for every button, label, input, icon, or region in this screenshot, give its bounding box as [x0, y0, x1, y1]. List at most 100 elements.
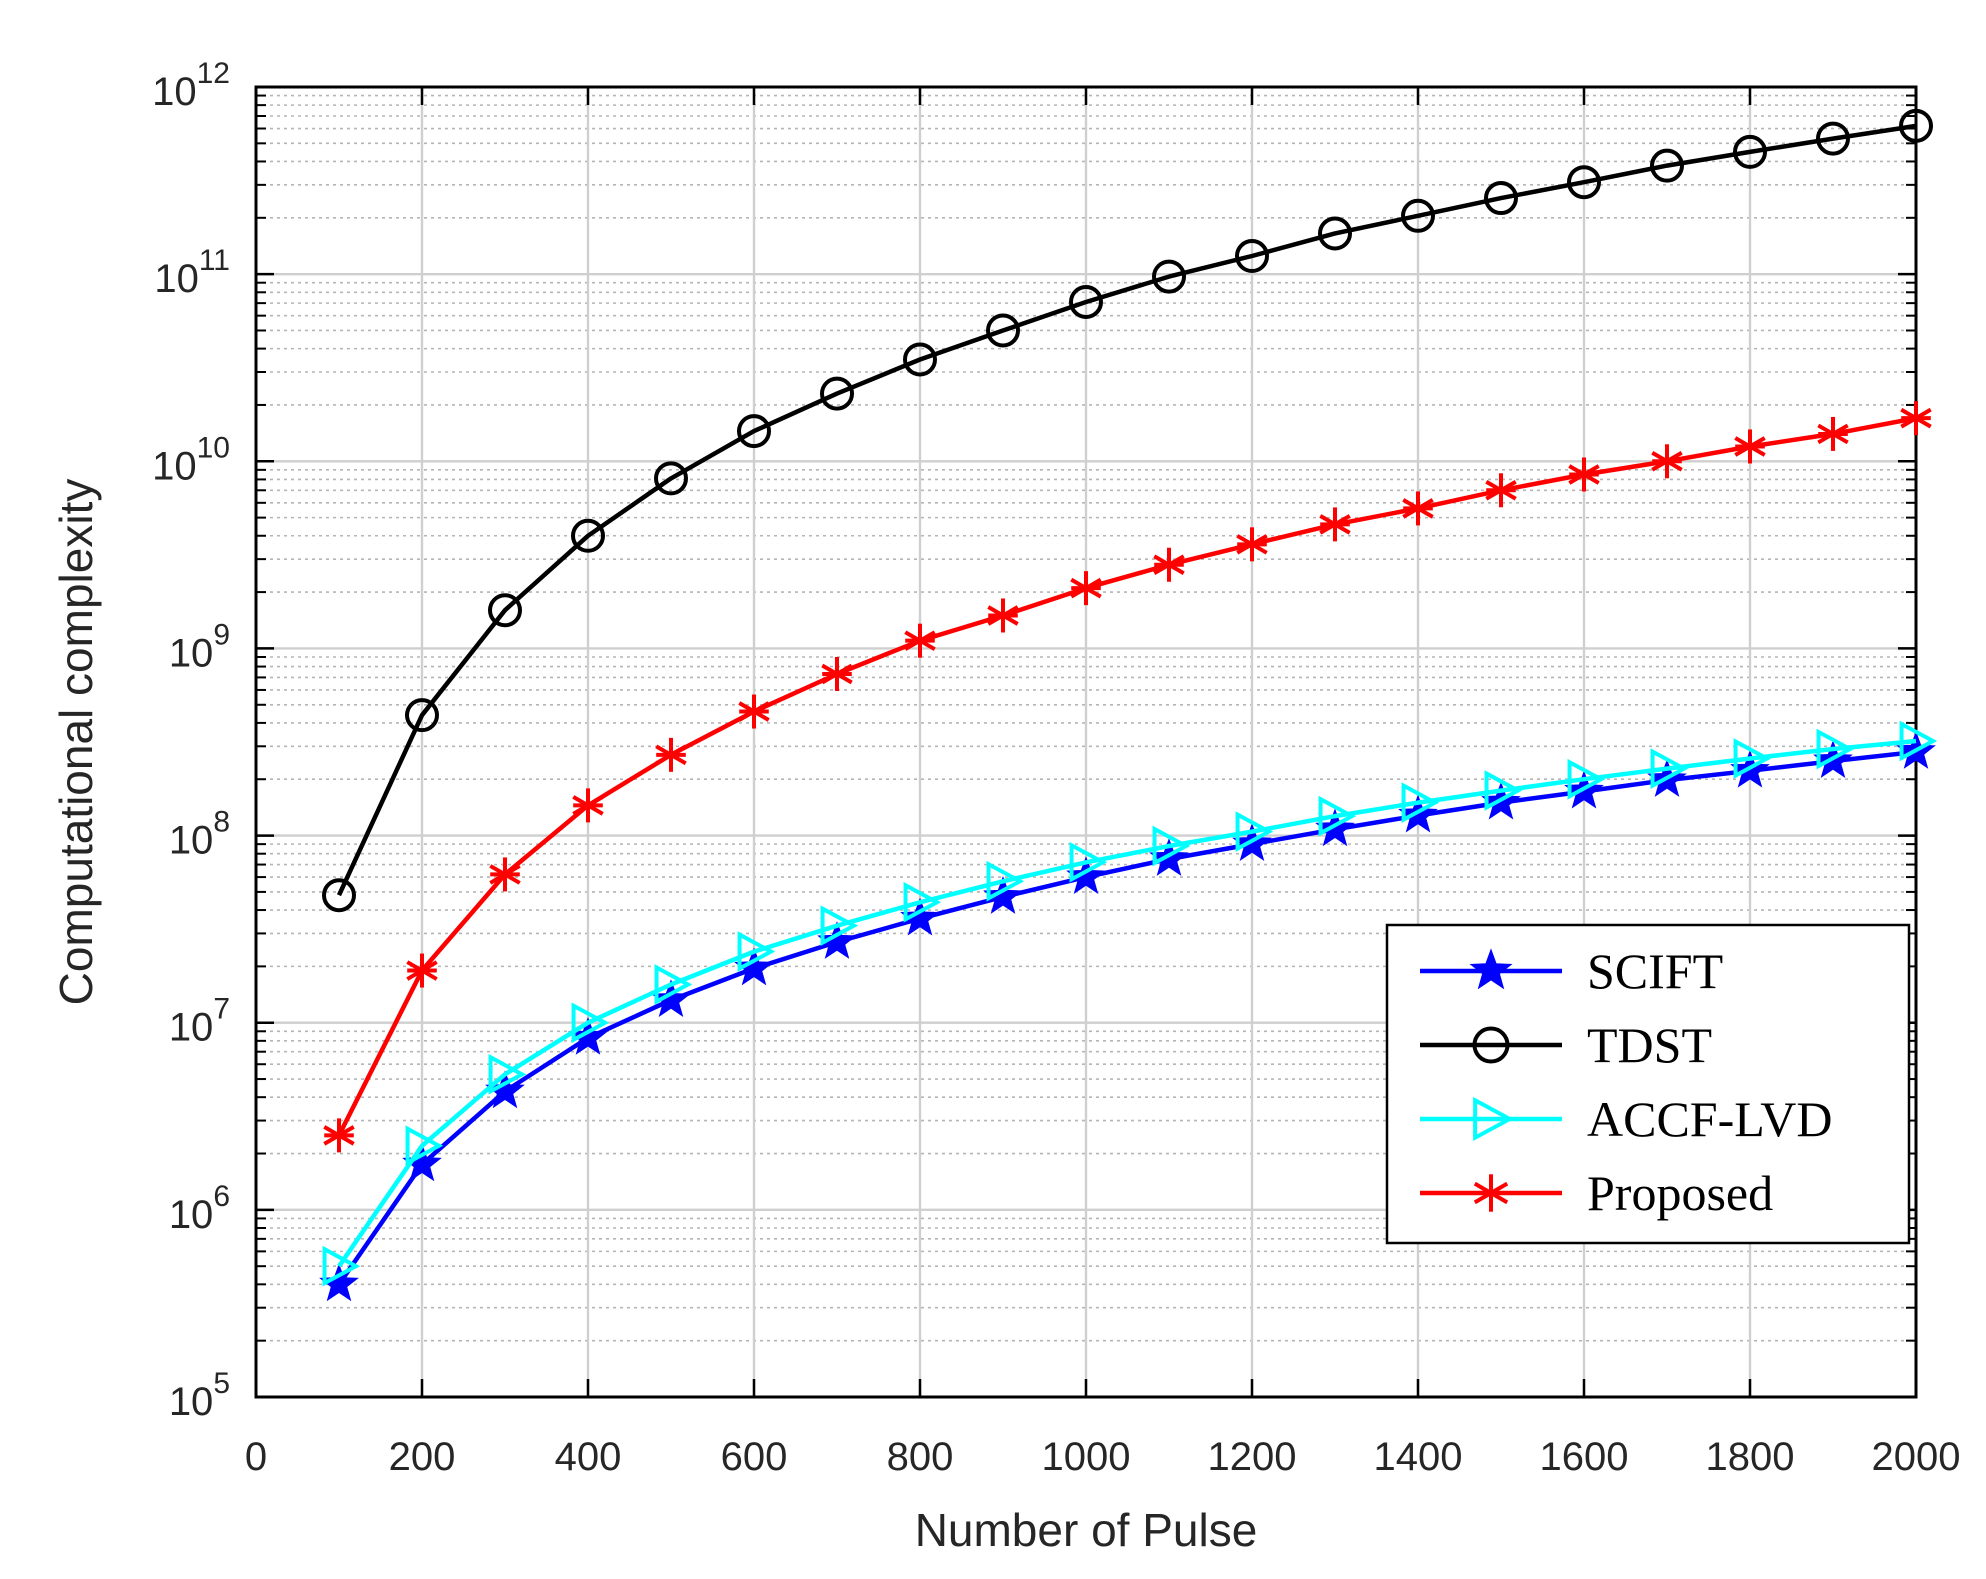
- y-tick-label: 1012: [152, 57, 230, 114]
- circle-marker: [1401, 198, 1435, 233]
- triangle-marker: [1899, 720, 1938, 762]
- legend-label: Proposed: [1587, 1165, 1773, 1221]
- legend-entry: ACCF-LVD: [1420, 1091, 1832, 1147]
- circle-marker: [1733, 134, 1767, 169]
- y-tick-exponent: 8: [213, 806, 230, 839]
- circle-marker: [1318, 216, 1352, 251]
- y-tick-exponent: 11: [199, 244, 230, 277]
- series-accf-lvd: [322, 720, 1938, 1287]
- asterisk-marker: [1236, 527, 1268, 562]
- x-tick-label: 1400: [1374, 1435, 1463, 1479]
- x-tick-label: 1000: [1042, 1435, 1131, 1479]
- asterisk-marker: [1817, 416, 1849, 451]
- circle-marker: [1152, 259, 1186, 294]
- y-tick-exponent: 7: [213, 993, 230, 1026]
- asterisk-marker: [655, 737, 687, 772]
- circle-marker: [571, 518, 605, 553]
- y-tick-label: 1010: [152, 431, 230, 488]
- circle-marker: [1899, 108, 1933, 143]
- circle-marker: [654, 461, 688, 496]
- circle-marker: [1650, 148, 1684, 183]
- legend-entry: TDST: [1420, 1017, 1712, 1073]
- legend-entry: SCIFT: [1420, 943, 1723, 999]
- circle-marker: [488, 593, 522, 628]
- y-tick-label: 1011: [154, 244, 230, 301]
- circle-marker: [1472, 1026, 1510, 1064]
- triangle-marker: [322, 1245, 361, 1287]
- triangle-marker: [1401, 782, 1440, 823]
- circle-marker: [322, 878, 356, 913]
- triangle-marker: [903, 881, 942, 923]
- y-tick-exponent: 9: [213, 618, 230, 651]
- triangle-marker: [1235, 811, 1274, 852]
- legend-label: SCIFT: [1587, 943, 1723, 999]
- circle-marker: [737, 414, 771, 449]
- x-tick-label: 2000: [1872, 1435, 1961, 1479]
- triangle-marker: [1650, 748, 1689, 789]
- asterisk-marker: [904, 623, 936, 658]
- x-tick-label: 1800: [1706, 1435, 1795, 1479]
- asterisk-marker: [1651, 444, 1683, 479]
- asterisk-marker: [406, 953, 438, 988]
- star-marker: [1469, 948, 1513, 990]
- legend: SCIFT TDST ACCF-LVD Proposed: [1385, 923, 1911, 1245]
- legend-label: ACCF-LVD: [1587, 1091, 1832, 1147]
- circle-marker: [1816, 121, 1850, 156]
- asterisk-marker: [489, 857, 521, 892]
- y-tick-label: 109: [169, 618, 230, 675]
- asterisk-marker: [821, 657, 853, 692]
- series-proposed: [323, 401, 1932, 1153]
- triangle-marker: [1069, 841, 1108, 883]
- x-tick-label: 1200: [1208, 1435, 1297, 1479]
- circle-marker: [820, 376, 854, 411]
- triangle-marker: [1816, 728, 1855, 770]
- triangle-marker: [1484, 770, 1523, 811]
- x-tick-label: 800: [887, 1435, 954, 1479]
- y-tick-label: 106: [169, 1180, 230, 1237]
- asterisk-marker: [1402, 491, 1434, 526]
- circle-marker: [1235, 239, 1269, 274]
- triangle-marker: [737, 931, 776, 972]
- circle-marker: [903, 342, 937, 377]
- circle-marker: [1069, 284, 1103, 319]
- triangle-marker: [488, 1053, 527, 1095]
- asterisk-marker: [1319, 507, 1351, 542]
- asterisk-marker: [987, 598, 1019, 633]
- x-tick-label: 600: [721, 1435, 788, 1479]
- triangle-marker: [1733, 738, 1772, 779]
- triangle-marker: [571, 1002, 610, 1044]
- circle-marker: [405, 698, 439, 733]
- triangle-marker: [1152, 825, 1191, 867]
- asterisk-marker: [323, 1118, 355, 1153]
- y-tick-label: 107: [169, 993, 230, 1050]
- x-tick-label: 1600: [1540, 1435, 1629, 1479]
- asterisk-marker: [1070, 571, 1102, 606]
- asterisk-marker: [1734, 429, 1766, 464]
- triangle-marker: [1473, 1096, 1514, 1142]
- circle-marker: [1567, 165, 1601, 200]
- y-tick-exponent: 6: [213, 1180, 230, 1213]
- x-tick-label: 0: [245, 1435, 267, 1479]
- series-tdst: [322, 108, 1933, 913]
- legend-label: TDST: [1587, 1017, 1712, 1073]
- y-tick-exponent: 5: [213, 1367, 230, 1400]
- grid: [254, 85, 1918, 1399]
- y-tick-label: 108: [169, 806, 230, 863]
- x-tick-label: 400: [555, 1435, 622, 1479]
- triangle-marker: [654, 964, 693, 1005]
- y-tick-exponent: 10: [197, 431, 230, 464]
- circle-marker: [986, 313, 1020, 348]
- series-lines: [319, 108, 1938, 1302]
- legend-entry: Proposed: [1420, 1165, 1773, 1221]
- x-tick-label: 200: [389, 1435, 456, 1479]
- asterisk-marker: [1900, 401, 1932, 436]
- y-tick-exponent: 12: [197, 57, 230, 90]
- triangle-marker: [986, 860, 1025, 902]
- circle-marker: [1484, 181, 1518, 216]
- legend-box: [1385, 923, 1911, 1245]
- y-tick-label: 105: [169, 1367, 230, 1424]
- asterisk-marker: [1153, 547, 1185, 582]
- triangle-marker: [405, 1125, 444, 1167]
